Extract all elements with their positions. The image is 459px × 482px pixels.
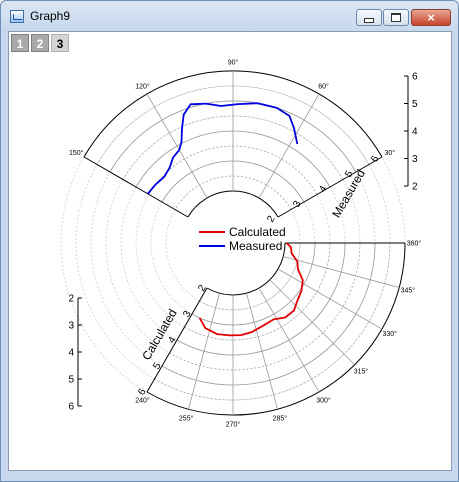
legend-label-calculated: Calculated <box>229 225 286 239</box>
lower-minor-grid-arc <box>154 242 391 401</box>
upper-angle-tick-label: 90° <box>228 59 239 67</box>
calculated-scale-label: 3 <box>68 321 74 332</box>
upper-spoke <box>258 93 320 199</box>
lower-spoke <box>188 293 220 410</box>
lower-radial-tick-label: 3 <box>181 309 194 320</box>
calculated-scale-label: 2 <box>68 294 74 305</box>
lower-angle-tick-label: 255° <box>179 414 194 422</box>
calculated-scale-label: 5 <box>68 375 74 386</box>
upper-angle-tick-label: 60° <box>318 83 329 91</box>
lower-grid-arc <box>191 242 316 326</box>
lower-grid-arc <box>176 242 346 356</box>
window-title: Graph9 <box>30 9 71 23</box>
graph-page[interactable]: 1 2 3 30° 60° 90° 120° 150° 2 3 4 5 6 Measured 240°… <box>8 31 452 471</box>
upper-radial-tick-label: 2 <box>265 214 278 225</box>
calculated-scale-label: 6 <box>68 402 74 413</box>
lower-spoke <box>269 279 355 365</box>
series-line-measured <box>147 102 299 195</box>
measured-scale-label: 2 <box>412 182 418 193</box>
upper-angle-tick-label: 150° <box>69 149 84 157</box>
lower-radial-tick-label: 2 <box>196 283 209 294</box>
lower-spoke <box>283 256 400 288</box>
lower-outer-boundary <box>146 242 406 416</box>
lower-angle-tick-label: 270° <box>226 421 241 429</box>
lower-spoke <box>246 293 278 410</box>
maximize-button[interactable] <box>383 9 409 26</box>
measured-scale-label: 5 <box>412 99 418 110</box>
graph-window-icon[interactable] <box>10 10 24 23</box>
lower-inner-boundary <box>206 242 286 296</box>
legend-label-measured: Measured <box>229 239 282 253</box>
upper-spoke <box>146 93 208 199</box>
lower-angle-tick-label: 360° <box>407 240 422 248</box>
close-button[interactable]: × <box>411 9 451 26</box>
lower-angle-tick-label: 240° <box>135 396 150 404</box>
maximize-icon <box>391 13 401 22</box>
upper-inner-boundary <box>187 190 279 218</box>
layer-tabs: 1 2 3 <box>11 34 69 52</box>
series-line-calculated <box>198 242 304 337</box>
lower-angle-tick-label: 300° <box>316 396 331 404</box>
upper-angle-tick-label: 120° <box>135 83 150 91</box>
layer-tab-1[interactable]: 1 <box>11 34 29 52</box>
close-icon: × <box>427 10 435 25</box>
measured-scale-label: 6 <box>412 72 418 83</box>
lower-radial-tick-label: 6 <box>136 387 149 398</box>
upper-radial-tick-label: 6 <box>369 154 382 165</box>
lower-angle-tick-label: 285° <box>273 414 288 422</box>
layer-tab-2[interactable]: 2 <box>31 34 49 52</box>
lower-minor-grid-arc <box>199 242 301 311</box>
layer-tab-3[interactable]: 3 <box>51 34 69 52</box>
measured-scale-label: 4 <box>412 127 418 138</box>
upper-angle-tick-label: 30° <box>384 149 395 157</box>
lower-spoke <box>146 287 208 393</box>
upper-radial-tick-label: 3 <box>291 199 304 210</box>
minimize-button[interactable] <box>356 9 382 26</box>
lower-angle-tick-label: 345° <box>401 286 416 294</box>
lower-minor-grid-arc <box>169 242 361 371</box>
measured-scale-label: 3 <box>412 154 418 165</box>
upper-spoke <box>277 156 383 218</box>
minimize-icon <box>364 17 374 23</box>
lower-radial-tick-label: 5 <box>151 361 164 372</box>
lower-radial-tick-label: 4 <box>166 335 179 346</box>
calculated-scale-label: 4 <box>68 348 74 359</box>
upper-spoke <box>83 156 189 218</box>
lower-angle-tick-label: 315° <box>354 367 369 375</box>
upper-minor-grid-arc <box>174 175 292 210</box>
lower-spoke <box>277 268 383 330</box>
polar-chart[interactable]: 30°60°90°120°150°23456Measured240°255°27… <box>9 32 451 470</box>
lower-spoke <box>258 287 320 393</box>
title-bar[interactable]: Graph9 × <box>1 1 458 31</box>
upper-radial-tick-label: 5 <box>343 169 356 180</box>
upper-radial-tick-label: 4 <box>317 184 330 195</box>
lower-angle-tick-label: 330° <box>383 330 398 338</box>
